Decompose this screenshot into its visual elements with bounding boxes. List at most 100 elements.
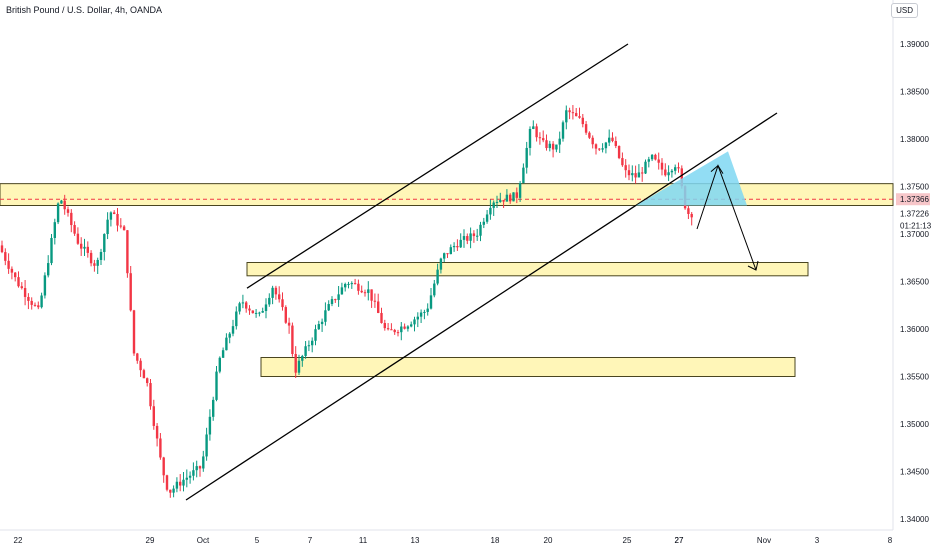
currency-badge[interactable]: USD — [891, 3, 918, 18]
candle-body — [89, 252, 93, 264]
y-tick-label: 1.39000 — [900, 40, 929, 49]
x-tick-label: 13 — [411, 536, 420, 545]
candle-body — [509, 194, 512, 202]
y-tick-label: 1.38500 — [900, 88, 929, 97]
x-tick-label: 29 — [146, 536, 155, 545]
candle-body — [301, 355, 304, 361]
symbol-title: British Pound / U.S. Dollar, 4h, OANDA — [6, 5, 163, 15]
projection-arrowhead-up — [710, 164, 724, 174]
candle-body — [439, 258, 443, 270]
candle-body — [462, 236, 466, 240]
candle-body — [518, 183, 522, 198]
y-tick-label: 1.38000 — [900, 135, 929, 144]
y-tick-label: 1.37500 — [900, 183, 929, 192]
candle-body — [294, 353, 297, 373]
candle-body — [674, 167, 677, 171]
middle-support-zone — [246, 262, 809, 277]
candle-body — [575, 113, 578, 117]
candle-body — [43, 275, 47, 296]
candle-body — [400, 326, 403, 333]
current-price-marker — [896, 193, 930, 206]
candle-body — [548, 143, 551, 149]
candle-body — [317, 324, 320, 330]
candle-body — [535, 126, 538, 138]
channel-lower-line — [185, 112, 778, 501]
y-tick-label: 1.36000 — [900, 325, 929, 334]
candle-body — [60, 200, 63, 204]
candle-body — [258, 312, 261, 314]
candle-body — [476, 235, 479, 237]
candle-body — [621, 158, 624, 166]
candle-body — [433, 283, 436, 296]
candle-body — [502, 200, 505, 202]
candle-body — [403, 326, 406, 329]
candle-body — [370, 289, 373, 301]
candle-body — [584, 124, 588, 133]
lower-support-zone — [260, 357, 796, 377]
candle-body — [149, 383, 152, 407]
candle-body — [205, 434, 208, 457]
candle-body — [419, 312, 423, 317]
candle-body — [208, 416, 212, 435]
candle-body — [644, 161, 647, 174]
candle-body — [565, 110, 568, 123]
candle-body — [228, 333, 231, 338]
candle-body — [360, 290, 363, 293]
candle-body — [641, 172, 644, 174]
x-tick-label: 3 — [815, 536, 820, 545]
candle-body — [106, 219, 109, 235]
candle-body — [268, 297, 271, 305]
candle-body — [337, 294, 340, 300]
candle-body — [132, 310, 136, 354]
candle-body — [86, 246, 89, 253]
candle-body — [495, 201, 499, 203]
candle-body — [152, 406, 155, 426]
projection-arrowhead-down — [747, 260, 759, 271]
candle-body — [654, 154, 657, 160]
candle-body — [505, 194, 509, 202]
candle-body — [555, 144, 558, 150]
candle-body — [538, 137, 542, 139]
candle-body — [631, 173, 634, 176]
candle-body — [660, 162, 664, 170]
candle-body — [637, 172, 641, 178]
x-tick-label: 20 — [544, 536, 553, 545]
candle-body — [489, 207, 492, 215]
candle-body — [472, 233, 476, 237]
candle-body — [344, 283, 347, 288]
candle-body — [485, 214, 489, 222]
candle-body — [324, 310, 327, 322]
x-tick-label: 5 — [255, 536, 260, 545]
candle-body — [66, 209, 70, 213]
candle-body — [37, 305, 40, 308]
candle-body — [4, 252, 7, 261]
x-tick-label: 22 — [14, 536, 23, 545]
candle-body — [334, 299, 337, 301]
candle-body — [314, 329, 317, 341]
candle-body — [410, 324, 413, 327]
last-price-text: 1.37226 — [900, 210, 929, 219]
candle-body — [327, 304, 330, 311]
candle-body — [7, 260, 10, 269]
candle-body — [14, 272, 17, 278]
candle-body — [231, 326, 235, 334]
candle-body — [598, 148, 601, 150]
candle-body — [416, 316, 419, 320]
candle-body — [561, 122, 565, 139]
candle-body — [188, 475, 192, 478]
candle-body — [479, 224, 482, 236]
candle-body — [73, 225, 76, 234]
countdown-text: 01:21:13 — [900, 222, 932, 231]
candle-body — [423, 311, 426, 313]
candle-body — [129, 273, 132, 311]
candle-body — [542, 138, 545, 141]
candle-body — [571, 112, 575, 114]
candle-body — [103, 234, 106, 252]
candle-body — [670, 170, 674, 173]
candle-body — [159, 438, 162, 458]
candle-body — [17, 277, 20, 287]
candle-body — [528, 128, 532, 148]
candle-body — [70, 212, 73, 226]
